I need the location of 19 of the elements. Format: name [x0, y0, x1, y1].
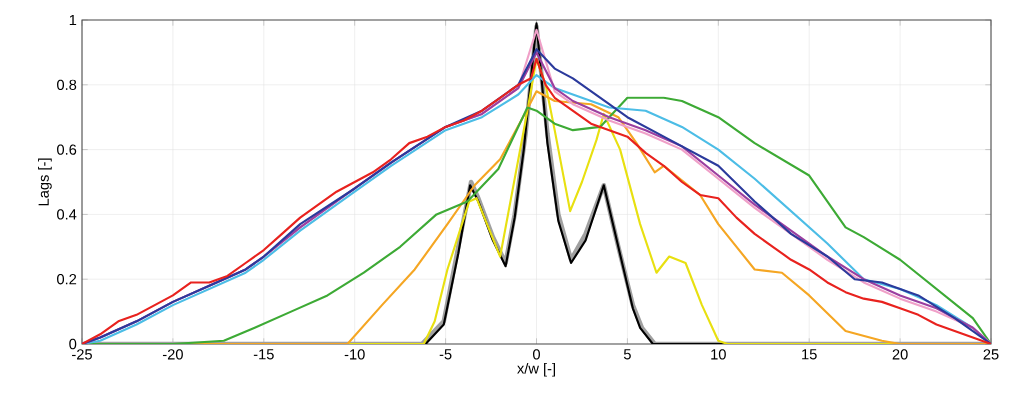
y-axis-title: Lags [-]	[38, 158, 52, 206]
x-tick-label: 15	[802, 349, 817, 360]
y-tick-label: 0.8	[57, 79, 77, 90]
x-tick-label: 10	[711, 349, 726, 360]
x-tick-label: -20	[162, 349, 183, 360]
y-tick-label: 0.2	[57, 274, 77, 285]
y-tick-label: 0.6	[57, 144, 77, 155]
x-tick-label: 0	[532, 349, 540, 360]
x-axis-title: x/w [-]	[517, 362, 555, 377]
y-tick-label: 0.4	[57, 209, 77, 220]
x-tick-label: -5	[439, 349, 452, 360]
x-tick-label: -10	[344, 349, 365, 360]
x-tick-label: -15	[253, 349, 274, 360]
y-tick-label: 0	[69, 338, 77, 350]
y-tick-label: 1	[69, 14, 77, 26]
x-tick-label: 25	[983, 349, 999, 360]
x-tick-label: -25	[72, 349, 92, 360]
x-tick-label: 5	[623, 349, 631, 360]
x-tick-label: 20	[892, 349, 908, 360]
